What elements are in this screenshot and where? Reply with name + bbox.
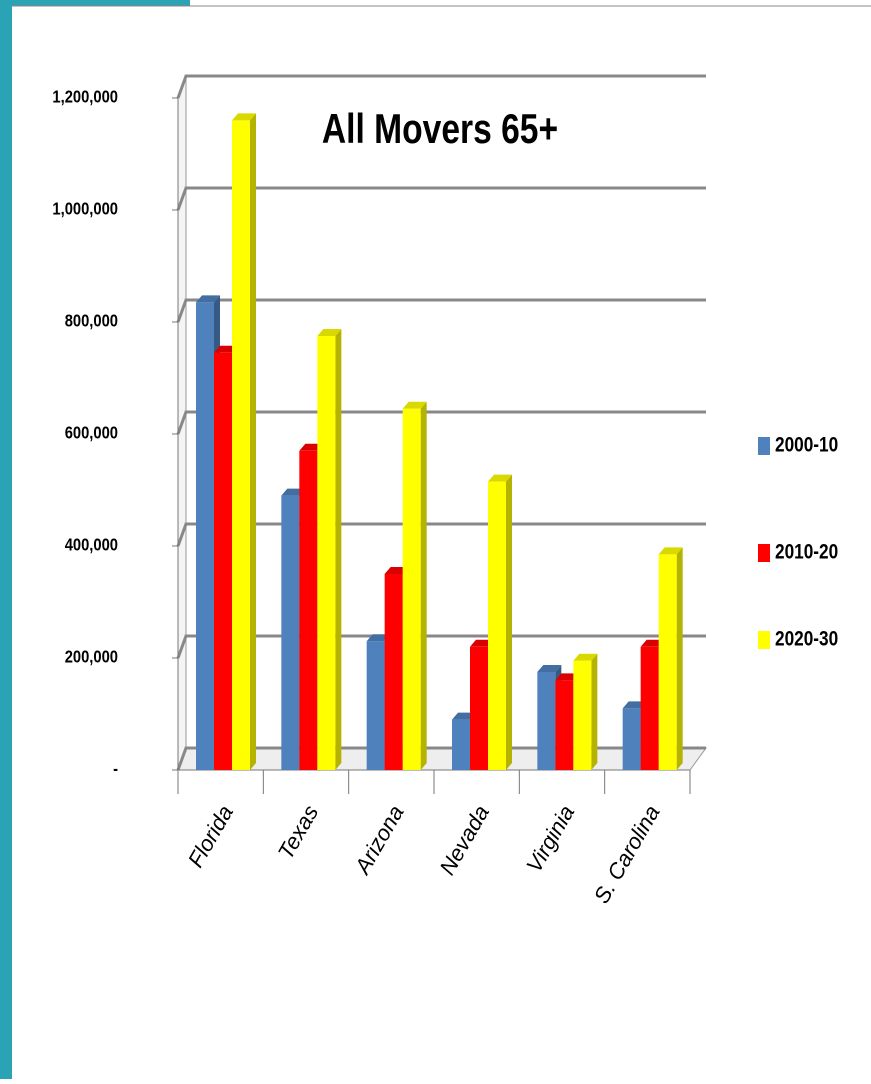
- bar-top: [232, 113, 256, 121]
- bar: [640, 646, 659, 770]
- bar-side: [420, 401, 427, 770]
- bar-side: [506, 474, 512, 770]
- slide-edge: [0, 0, 12, 1079]
- y-tick-label: 800,000: [65, 311, 118, 331]
- legend-swatch: [758, 437, 770, 455]
- chart-title: All Movers 65+: [322, 107, 558, 153]
- y-tick-label: 600,000: [65, 423, 118, 443]
- y-tick-label: 1,200,000: [52, 87, 118, 107]
- y-tick-label: 1,000,000: [52, 199, 118, 219]
- bar-side: [676, 547, 683, 770]
- bar: [452, 719, 470, 770]
- bar: [402, 408, 421, 770]
- grid-line: [176, 186, 706, 211]
- legend-swatch: [758, 544, 770, 562]
- bar-top: [317, 329, 342, 336]
- bar: [299, 450, 318, 770]
- bar-top: [658, 547, 683, 555]
- grid-line: [176, 74, 706, 99]
- y-tick-label: -: [113, 759, 118, 779]
- bar: [470, 646, 488, 770]
- grid-line: [176, 298, 706, 323]
- bar: [658, 554, 677, 770]
- legend-label: 2020-30: [775, 628, 838, 651]
- bar: [555, 680, 574, 770]
- bar-top: [402, 401, 427, 409]
- grid-line: [176, 522, 706, 547]
- bar-side: [250, 113, 256, 770]
- bar: [622, 708, 641, 770]
- y-tick-label: 400,000: [65, 535, 118, 555]
- bar: [537, 672, 556, 770]
- bar-top: [573, 653, 598, 661]
- legend-label: 2000-10: [775, 434, 838, 457]
- bar: [366, 641, 385, 770]
- bar: [384, 574, 403, 770]
- bar-top: [537, 665, 562, 672]
- legend-label: 2010-20: [775, 541, 838, 564]
- bar-top: [196, 295, 220, 303]
- bar: [196, 302, 214, 770]
- slide-edge-top: [0, 0, 190, 6]
- grid-line: [176, 410, 706, 435]
- bar: [281, 495, 300, 770]
- bar-side: [335, 329, 342, 770]
- bar: [573, 660, 592, 770]
- bar: [232, 120, 250, 770]
- grid-line: [176, 634, 706, 659]
- bar-top: [488, 474, 512, 482]
- y-tick-label: 200,000: [65, 647, 118, 667]
- bar: [488, 481, 506, 770]
- legend-swatch: [758, 631, 770, 649]
- grid-line: [176, 746, 706, 771]
- bar-side: [591, 653, 598, 770]
- bar: [214, 352, 232, 770]
- bar: [317, 336, 336, 770]
